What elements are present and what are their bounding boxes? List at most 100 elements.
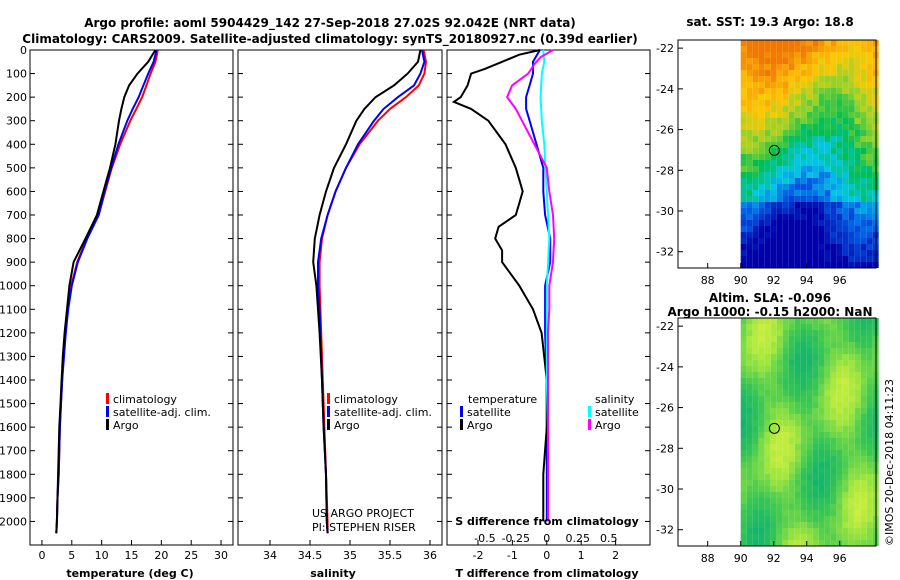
map-cell <box>854 360 861 366</box>
map-cell <box>836 450 843 456</box>
map-cell <box>848 510 855 516</box>
map-cell <box>782 516 789 522</box>
map-cell <box>794 324 801 330</box>
map-cell <box>764 468 771 474</box>
map-cell <box>800 70 807 76</box>
map-cell <box>800 232 807 238</box>
map-cell <box>746 438 753 444</box>
map-cell <box>800 432 807 438</box>
map-cell <box>746 402 753 408</box>
map-cell <box>776 136 783 142</box>
map-cell <box>752 76 759 82</box>
x-tick-label: 35 <box>343 549 357 562</box>
map-cell <box>830 52 837 58</box>
map-cell <box>746 262 753 268</box>
legend-swatch-satellite <box>327 406 330 417</box>
map-cell <box>764 190 771 196</box>
map-cell <box>830 510 837 516</box>
map-cell <box>854 142 861 148</box>
map-cell <box>758 166 765 172</box>
map-cell <box>746 208 753 214</box>
map-cell <box>854 238 861 244</box>
lon-tick-label: 88 <box>701 274 715 287</box>
map-cell <box>776 190 783 196</box>
map-cell <box>854 262 861 268</box>
map-cell <box>746 256 753 262</box>
map-cell <box>740 486 747 492</box>
map-cell <box>752 184 759 190</box>
map-cell <box>812 184 819 190</box>
map-cell <box>830 384 837 390</box>
map-cell <box>818 196 825 202</box>
map-cell <box>866 516 873 522</box>
map-cell <box>746 426 753 432</box>
map-cell <box>740 148 747 154</box>
map-cell <box>788 468 795 474</box>
y-tick-label: 1200 <box>0 327 27 340</box>
map-cell <box>854 438 861 444</box>
map-cell <box>830 540 837 546</box>
legend-label-climatology: climatology <box>334 393 398 406</box>
map-cell <box>866 342 873 348</box>
map-cell <box>776 76 783 82</box>
map-cell <box>746 82 753 88</box>
map-cell <box>830 408 837 414</box>
map-cell <box>818 136 825 142</box>
map-cell <box>848 208 855 214</box>
y-tick-label: 2000 <box>0 515 27 528</box>
map-cell <box>746 432 753 438</box>
map-cell <box>824 262 831 268</box>
map-cell <box>752 330 759 336</box>
map-cell <box>830 100 837 106</box>
map-cell <box>842 468 849 474</box>
map-cell <box>800 384 807 390</box>
map-cell <box>752 516 759 522</box>
map-cell <box>770 516 777 522</box>
map-cell <box>848 408 855 414</box>
map-cell <box>866 106 873 112</box>
legend-heading-salinity-text: salinity <box>595 393 635 406</box>
map-cell <box>836 40 843 46</box>
map-cell <box>866 462 873 468</box>
map-cell <box>746 244 753 250</box>
x-tick-label: 10 <box>95 549 109 562</box>
map-cell <box>842 220 849 226</box>
map-cell <box>794 166 801 172</box>
legend-swatch-satellite <box>106 406 109 417</box>
map-cell <box>740 130 747 136</box>
map-cell <box>752 456 759 462</box>
map-cell <box>836 396 843 402</box>
map-cell <box>776 58 783 64</box>
map-cell <box>806 486 813 492</box>
map-cell <box>818 220 825 226</box>
map-cell <box>854 486 861 492</box>
map-cell <box>800 76 807 82</box>
map-cell <box>824 166 831 172</box>
map-cell <box>794 486 801 492</box>
legend-swatch-argo <box>106 419 109 430</box>
map-cell <box>776 534 783 540</box>
map-cell <box>842 414 849 420</box>
map-cell <box>824 414 831 420</box>
s-tick-label: -0.5 <box>474 532 495 545</box>
map-cell <box>842 342 849 348</box>
map-cell <box>812 64 819 70</box>
map-cell <box>776 342 783 348</box>
map-cell <box>812 100 819 106</box>
map-cell <box>740 414 747 420</box>
map-cell <box>758 244 765 250</box>
map-cell <box>794 516 801 522</box>
map-cell <box>782 348 789 354</box>
map-cell <box>818 498 825 504</box>
map-cell <box>758 438 765 444</box>
map-cell <box>770 94 777 100</box>
map-cell <box>848 112 855 118</box>
map-cell <box>758 76 765 82</box>
map-cell <box>866 202 873 208</box>
map-cell <box>860 432 867 438</box>
map-cell <box>812 516 819 522</box>
map-cell <box>770 354 777 360</box>
y-tick-label: 1400 <box>0 374 27 387</box>
map-cell <box>782 244 789 250</box>
map-cell <box>812 226 819 232</box>
